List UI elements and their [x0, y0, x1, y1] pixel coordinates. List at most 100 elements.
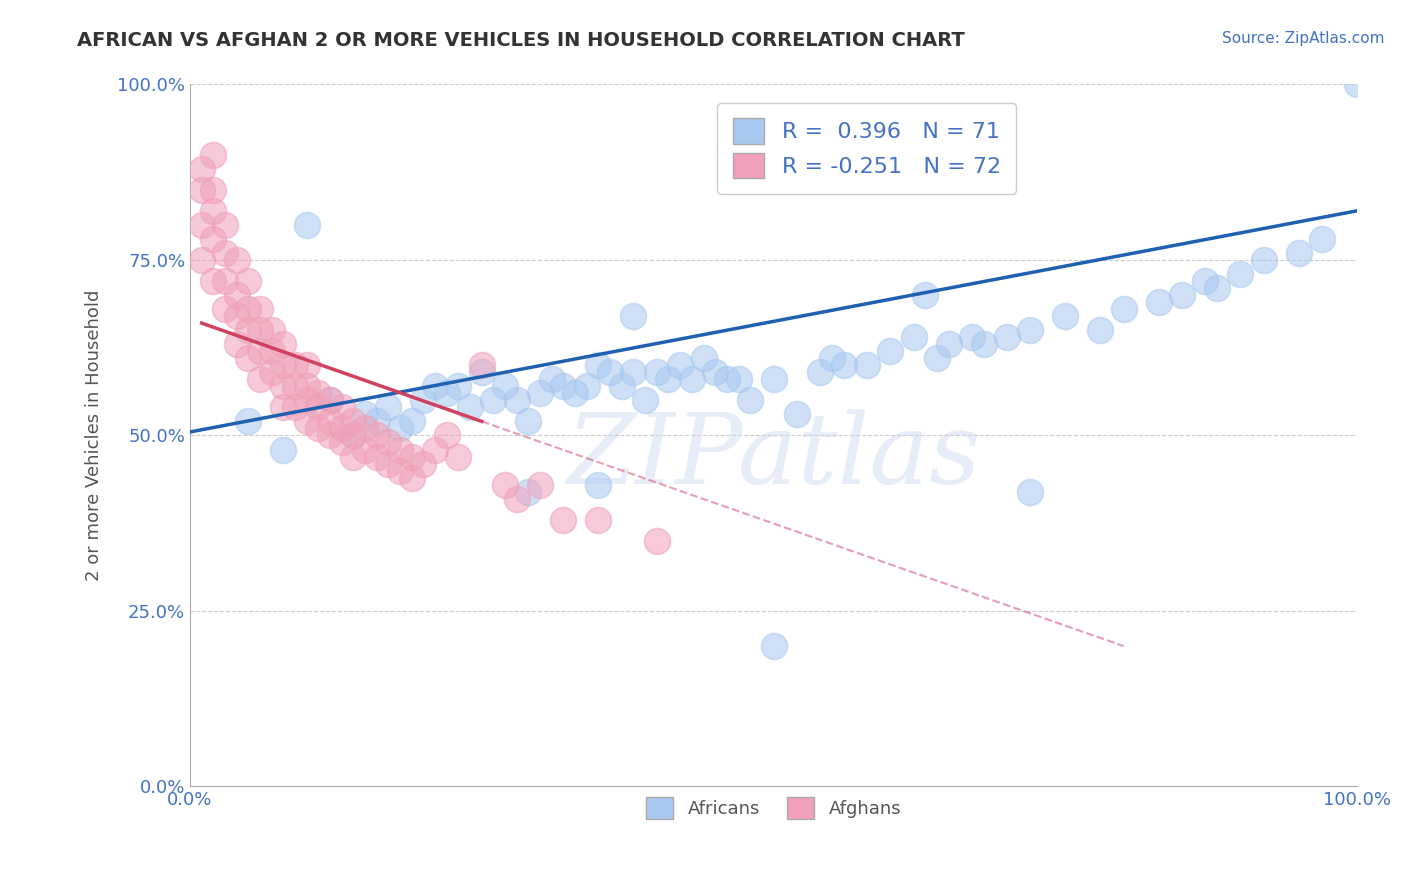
Point: [681, 372, 703, 386]
Point: [319, 428, 342, 442]
Point: [506, 491, 529, 506]
Point: [284, 401, 307, 415]
Point: [330, 401, 353, 415]
Point: [517, 414, 540, 428]
Point: [1147, 295, 1170, 310]
Point: [249, 323, 271, 337]
Point: [1253, 252, 1275, 267]
Point: [1171, 288, 1194, 302]
Point: [1019, 323, 1042, 337]
Point: [762, 639, 785, 653]
Point: [330, 435, 353, 450]
Point: [377, 435, 399, 450]
Point: [903, 330, 925, 344]
Legend: Africans, Afghans: Africans, Afghans: [631, 782, 915, 834]
Point: [190, 218, 212, 232]
Point: [225, 288, 247, 302]
Point: [354, 421, 377, 435]
Point: [273, 358, 295, 372]
Point: [634, 393, 657, 408]
Point: [610, 379, 633, 393]
Point: [389, 421, 412, 435]
Point: [973, 337, 995, 351]
Point: [540, 372, 562, 386]
Point: [482, 393, 505, 408]
Point: [342, 428, 364, 442]
Point: [273, 379, 295, 393]
Point: [786, 408, 808, 422]
Point: [553, 513, 575, 527]
Point: [238, 323, 260, 337]
Point: [238, 414, 260, 428]
Point: [295, 218, 318, 232]
Point: [354, 442, 377, 457]
Point: [925, 351, 948, 366]
Point: [423, 442, 446, 457]
Point: [238, 274, 260, 288]
Point: [214, 218, 236, 232]
Point: [238, 302, 260, 317]
Point: [564, 386, 586, 401]
Point: [588, 358, 610, 372]
Point: [716, 372, 738, 386]
Point: [740, 393, 762, 408]
Point: [1054, 309, 1077, 323]
Point: [342, 428, 364, 442]
Point: [295, 414, 318, 428]
Point: [832, 358, 855, 372]
Point: [273, 401, 295, 415]
Point: [692, 351, 714, 366]
Y-axis label: 2 or more Vehicles in Household: 2 or more Vehicles in Household: [86, 290, 103, 582]
Point: [1112, 302, 1135, 317]
Point: [190, 252, 212, 267]
Point: [366, 428, 388, 442]
Text: AFRICAN VS AFGHAN 2 OR MORE VEHICLES IN HOUSEHOLD CORRELATION CHART: AFRICAN VS AFGHAN 2 OR MORE VEHICLES IN …: [77, 31, 965, 50]
Point: [1229, 267, 1251, 281]
Point: [494, 379, 516, 393]
Point: [377, 401, 399, 415]
Point: [249, 344, 271, 359]
Point: [190, 183, 212, 197]
Point: [295, 393, 318, 408]
Point: [657, 372, 679, 386]
Point: [1019, 484, 1042, 499]
Point: [588, 477, 610, 491]
Point: [260, 365, 283, 379]
Point: [225, 337, 247, 351]
Point: [330, 421, 353, 435]
Point: [1310, 232, 1333, 246]
Point: [260, 323, 283, 337]
Point: [307, 421, 329, 435]
Point: [202, 274, 225, 288]
Point: [471, 365, 494, 379]
Text: ZIPatlas: ZIPatlas: [567, 409, 981, 504]
Text: Source: ZipAtlas.com: Source: ZipAtlas.com: [1222, 31, 1385, 46]
Point: [995, 330, 1018, 344]
Point: [202, 147, 225, 161]
Point: [938, 337, 960, 351]
Point: [319, 393, 342, 408]
Point: [645, 365, 668, 379]
Point: [214, 274, 236, 288]
Point: [377, 457, 399, 471]
Point: [273, 337, 295, 351]
Point: [494, 477, 516, 491]
Point: [623, 365, 645, 379]
Point: [307, 386, 329, 401]
Point: [423, 379, 446, 393]
Point: [202, 183, 225, 197]
Point: [575, 379, 598, 393]
Point: [225, 309, 247, 323]
Point: [1090, 323, 1112, 337]
Point: [412, 457, 434, 471]
Point: [238, 351, 260, 366]
Point: [366, 450, 388, 464]
Point: [553, 379, 575, 393]
Point: [295, 358, 318, 372]
Point: [284, 358, 307, 372]
Point: [284, 379, 307, 393]
Point: [506, 393, 529, 408]
Point: [1346, 78, 1368, 92]
Point: [447, 379, 470, 393]
Point: [436, 386, 458, 401]
